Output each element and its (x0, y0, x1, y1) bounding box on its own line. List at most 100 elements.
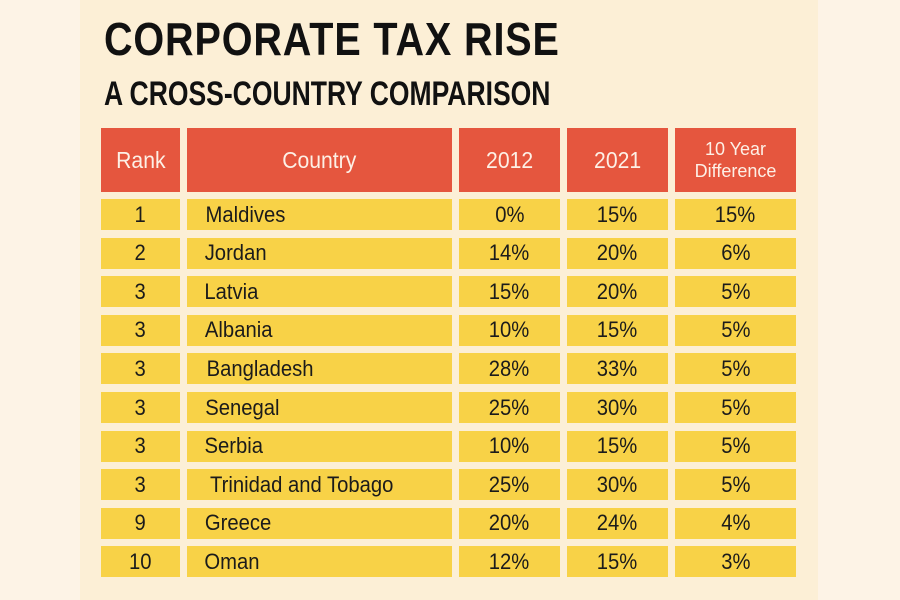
cell-rank-value: 3 (134, 317, 147, 343)
cell-country-value: Latvia (204, 278, 259, 304)
cell-rank-value: 3 (134, 471, 147, 497)
cell-year-2021-value: 24% (597, 510, 638, 536)
cell-year-2012-value: 14% (489, 240, 530, 266)
cell-year-2012-value: 12% (489, 548, 530, 574)
cell-year-2012-value: 0% (494, 201, 525, 227)
cell-difference: 15% (675, 199, 796, 230)
cell-difference-value: 5% (720, 433, 751, 459)
cell-year-2012: 25% (459, 392, 560, 423)
cell-country: Greece (187, 507, 452, 539)
header-rank-label: Rank (115, 146, 166, 173)
header-country: Country (187, 128, 452, 192)
cell-year-2021-value: 30% (597, 394, 638, 420)
header-difference: 10 Year Difference (675, 128, 796, 192)
cell-rank: 10 (101, 546, 180, 578)
cell-difference: 5% (675, 430, 796, 462)
header-year-2021: 2021 (567, 128, 668, 192)
cell-year-2012: 25% (459, 469, 560, 501)
cell-year-2021: 15% (567, 314, 668, 346)
cell-rank-value: 9 (134, 510, 147, 536)
cell-year-2012: 15% (459, 276, 560, 308)
cell-year-2021-value: 20% (597, 240, 638, 266)
cell-country-value: Greece (204, 510, 272, 536)
cell-country: Maldives (187, 199, 452, 230)
header-country-label: Country (282, 146, 357, 173)
cell-year-2012-value: 15% (489, 278, 530, 304)
cell-rank: 3 (101, 430, 180, 462)
header-difference-line-1: 10 Year (704, 139, 767, 159)
cell-year-2021: 15% (567, 546, 668, 578)
cell-year-2021: 15% (567, 430, 668, 462)
cell-rank-value: 10 (129, 548, 152, 574)
cell-difference: 5% (675, 314, 796, 346)
cell-difference: 4% (675, 507, 796, 539)
cell-year-2021: 20% (567, 276, 668, 308)
chart-subtitle: A CROSS-COUNTRY COMPARISON (104, 75, 551, 113)
cell-country: Serbia (187, 430, 452, 462)
cell-year-2012: 14% (459, 237, 560, 269)
cell-year-2021: 30% (567, 469, 668, 501)
cell-year-2012: 10% (459, 314, 560, 346)
cell-country: Bangladesh (187, 353, 452, 385)
chart-title: CORPORATE TAX RISE (104, 13, 560, 65)
cell-country: Albania (187, 314, 452, 346)
cell-country-value: Senegal (205, 394, 280, 420)
header-rank: Rank (101, 128, 180, 192)
header-year-2021-label: 2021 (593, 146, 642, 173)
cell-year-2021: 30% (567, 392, 668, 423)
cell-difference: 5% (675, 469, 796, 501)
cell-difference: 5% (675, 353, 796, 385)
cell-rank-value: 3 (134, 394, 147, 420)
cell-country-value: Jordan (204, 240, 267, 266)
cell-rank-value: 3 (134, 433, 147, 459)
cell-year-2012: 0% (459, 199, 560, 230)
cell-year-2012-value: 10% (489, 433, 530, 459)
cell-difference: 5% (675, 392, 796, 423)
cell-difference-value: 3% (720, 548, 751, 574)
cell-year-2012-value: 25% (489, 471, 530, 497)
cell-year-2012-value: 28% (489, 355, 530, 381)
cell-difference-value: 5% (720, 278, 751, 304)
cell-country-value: Trinidad and Tobago (209, 471, 394, 497)
cell-difference-value: 15% (715, 201, 756, 227)
cell-rank: 3 (101, 469, 180, 501)
cell-country: Latvia (187, 276, 452, 308)
cell-year-2021: 15% (567, 199, 668, 230)
cell-year-2021-value: 15% (597, 433, 638, 459)
cell-year-2021: 33% (567, 353, 668, 385)
cell-year-2012: 20% (459, 507, 560, 539)
cell-year-2021: 20% (567, 237, 668, 269)
cell-rank: 3 (101, 276, 180, 308)
cell-year-2012: 12% (459, 546, 560, 578)
cell-rank: 1 (101, 199, 180, 230)
cell-year-2021-value: 33% (597, 355, 638, 381)
cell-year-2021-value: 20% (597, 278, 638, 304)
cell-difference: 6% (675, 237, 796, 269)
cell-country-value: Maldives (205, 201, 286, 227)
cell-difference: 5% (675, 276, 796, 308)
cell-year-2021-value: 15% (597, 201, 638, 227)
cell-year-2012: 10% (459, 430, 560, 462)
cell-year-2012-value: 20% (489, 510, 530, 536)
header-year-2012: 2012 (459, 128, 560, 192)
cell-country: Senegal (187, 392, 452, 423)
cell-difference-value: 5% (720, 394, 751, 420)
cell-rank: 9 (101, 507, 180, 539)
cell-difference-value: 5% (720, 471, 751, 497)
cell-rank-value: 2 (134, 240, 147, 266)
cell-difference-value: 5% (720, 317, 751, 343)
cell-rank: 2 (101, 237, 180, 269)
cell-year-2012-value: 10% (489, 317, 530, 343)
cell-country: Jordan (187, 237, 452, 269)
header-year-2012-label: 2012 (485, 146, 534, 173)
cell-year-2021: 24% (567, 507, 668, 539)
cell-year-2021-value: 15% (597, 317, 638, 343)
cell-country-value: Oman (204, 548, 260, 574)
cell-country: Oman (187, 546, 452, 578)
cell-year-2021-value: 15% (597, 548, 638, 574)
cell-rank: 3 (101, 392, 180, 423)
cell-country-value: Serbia (204, 433, 264, 459)
cell-rank-value: 3 (134, 278, 147, 304)
cell-year-2012-value: 25% (489, 394, 530, 420)
cell-year-2021-value: 30% (597, 471, 638, 497)
